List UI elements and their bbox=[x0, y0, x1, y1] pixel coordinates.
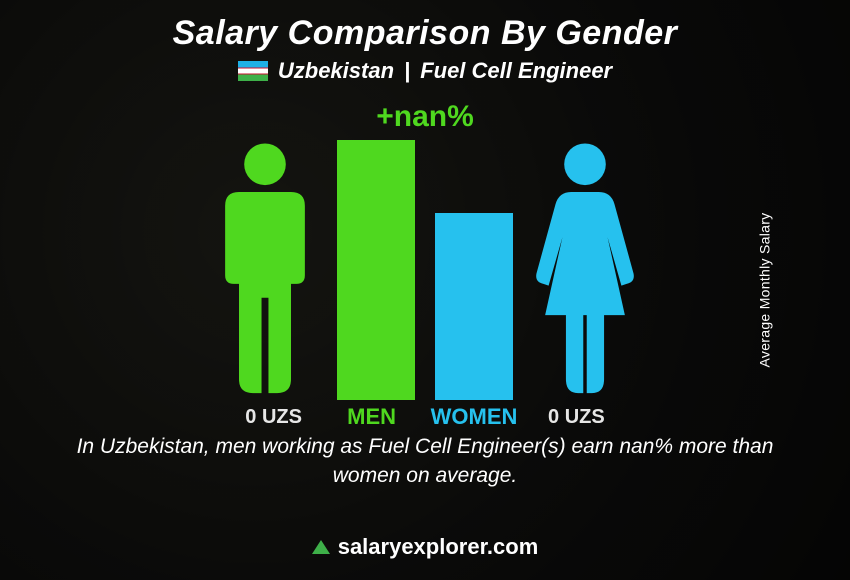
subtitle-job: Fuel Cell Engineer bbox=[420, 58, 612, 84]
footer-logo-icon bbox=[312, 540, 330, 554]
infographic-stage: Salary Comparison By Gender Uzbekistan |… bbox=[0, 0, 850, 580]
women-value: 0 UZS bbox=[537, 406, 615, 429]
men-value: 0 UZS bbox=[235, 406, 313, 429]
men-bar bbox=[337, 140, 415, 400]
chart-area: +nan% 0 UZS MEN bbox=[150, 100, 700, 430]
women-label: WOMEN bbox=[431, 404, 518, 430]
percent-delta-label: +nan% bbox=[150, 100, 700, 134]
labels-row: 0 UZS MEN WOMEN 0 UZS bbox=[150, 404, 700, 430]
subtitle-row: Uzbekistan | Fuel Cell Engineer bbox=[0, 58, 850, 84]
bars-row bbox=[150, 140, 700, 400]
female-icon bbox=[533, 140, 637, 400]
flag-icon bbox=[238, 61, 268, 81]
footer-text: salaryexplorer.com bbox=[338, 534, 539, 560]
male-icon bbox=[213, 140, 317, 400]
y-axis-label: Average Monthly Salary bbox=[757, 213, 773, 368]
women-bar bbox=[435, 213, 513, 400]
subtitle-country: Uzbekistan bbox=[278, 58, 394, 84]
subtitle-separator: | bbox=[404, 58, 410, 84]
footer: salaryexplorer.com bbox=[0, 534, 850, 560]
men-label: MEN bbox=[333, 404, 411, 430]
caption-text: In Uzbekistan, men working as Fuel Cell … bbox=[60, 433, 790, 490]
page-title: Salary Comparison By Gender bbox=[0, 14, 850, 53]
